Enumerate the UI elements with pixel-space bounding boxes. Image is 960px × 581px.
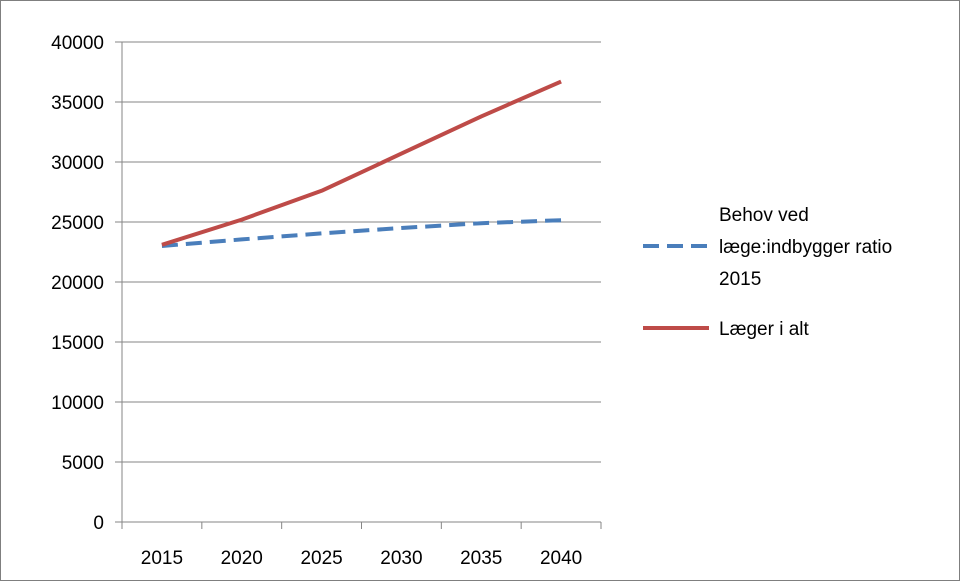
axes — [115, 41, 602, 529]
y-tick-label: 5000 — [62, 453, 104, 474]
x-tick-label: 2025 — [300, 548, 342, 569]
gridlines — [122, 41, 601, 463]
series-line-1 — [161, 218, 562, 248]
x-tick-labels: 2015 2020 2025 2030 2035 2040 — [141, 548, 582, 569]
x-tick-label: 2040 — [540, 548, 582, 569]
legend-label-1: Behov ved læge:indbygger ratio 2015 — [719, 205, 892, 290]
legend: Behov ved læge:indbygger ratio 2015 Læger i… — [643, 205, 892, 340]
x-tick-label: 2030 — [380, 548, 422, 569]
y-tick-label: 35000 — [51, 93, 104, 114]
y-tick-label: 40000 — [51, 33, 104, 54]
x-tick-label: 2035 — [460, 548, 502, 569]
x-tick-label: 2015 — [141, 548, 183, 569]
y-tick-label: 10000 — [51, 393, 104, 414]
y-tick-label: 15000 — [51, 333, 104, 354]
x-tick-label: 2020 — [221, 548, 263, 569]
y-tick-labels: 0 5000 10000 15000 20000 25000 30000 35000 40000 — [51, 33, 104, 534]
legend-label-2: Læger i alt — [719, 319, 809, 340]
y-tick-label: 25000 — [51, 213, 104, 234]
series-line-2 — [161, 79, 562, 247]
y-tick-label: 0 — [93, 513, 104, 534]
series-lines — [161, 79, 562, 248]
y-tick-label: 30000 — [51, 153, 104, 174]
y-tick-label: 20000 — [51, 273, 104, 294]
